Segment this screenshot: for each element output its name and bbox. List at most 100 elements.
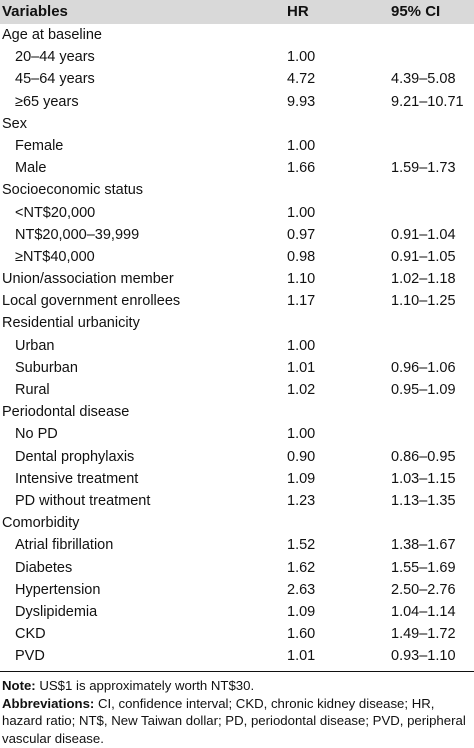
table-row: Diabetes 1.62 1.55–1.69 [0,557,474,579]
row-hr: 1.00 [287,426,316,443]
table-row: Intensive treatment 1.09 1.03–1.15 [0,468,474,490]
row-ci: 1.59–1.73 [391,160,456,177]
row-variable: Union/association member [2,271,174,288]
row-ci: 1.10–1.25 [391,293,456,310]
table-header: Variables HR 95% CI [0,0,474,24]
row-variable: Female [15,137,64,154]
note-label: Note: [2,678,36,693]
row-hr: 1.00 [287,137,316,154]
row-variable: No PD [15,426,58,443]
row-ci: 2.50–2.76 [391,581,456,598]
row-variable: Dyslipidemia [15,603,98,620]
row-variable: PVD [15,648,45,665]
row-hr: 0.90 [287,448,316,465]
row-hr: 1.62 [287,559,316,576]
table-row: PD without treatment 1.23 1.13–1.35 [0,490,474,512]
row-variable: Residential urbanicity [2,315,140,332]
row-variable: Diabetes [15,559,73,576]
row-hr: 1.66 [287,160,316,177]
row-variable: Atrial fibrillation [15,537,114,554]
row-ci: 4.39–5.08 [391,71,456,88]
table-row: Local government enrollees 1.17 1.10–1.25 [0,290,474,312]
abbreviations-line: Abbreviations: CI, confidence interval; … [2,695,474,748]
abbreviations-text: CI, confidence interval; CKD, chronic ki… [2,695,466,746]
header-hr: HR [287,3,309,20]
table-row: Atrial fibrillation 1.52 1.38–1.67 [0,534,474,556]
table-row: Urban 1.00 [0,335,474,357]
row-ci: 0.86–0.95 [391,448,456,465]
note-line: Note: US$1 is approximately worth NT$30. [2,677,474,695]
table-row: Male 1.66 1.59–1.73 [0,157,474,179]
row-ci: 0.95–1.09 [391,382,456,398]
row-variable: PD without treatment [15,492,151,509]
row-ci: 1.02–1.18 [391,271,456,288]
header-variables: Variables [2,3,68,20]
row-hr: 9.93 [287,93,316,110]
header-ci: 95% CI [391,3,441,20]
row-variable: Urban [15,337,55,354]
row-variable: ≥NT$40,000 [15,248,95,265]
row-hr: 1.01 [287,648,316,665]
row-ci: 0.91–1.04 [391,226,456,243]
table-row: 20–44 years 1.00 [0,46,474,68]
table-row: Dental prophylaxis 0.90 0.86–0.95 [0,446,474,468]
table-body: Age at baseline 20–44 years 1.00 45–64 year… [0,24,474,667]
row-hr: 2.63 [287,581,316,598]
row-hr: 1.00 [287,337,316,354]
row-variable: CKD [15,626,46,643]
table-row: ≥65 years 9.93 9.21–10.71 [0,91,474,113]
row-ci: 9.21–10.71 [391,93,464,110]
table-row: No PD 1.00 [0,423,474,445]
row-variable: Intensive treatment [15,470,139,487]
row-ci: 1.13–1.35 [391,492,456,509]
table-row: Comorbidity [0,512,474,534]
table-row: Socioeconomic status [0,179,474,201]
row-hr: 1.10 [287,271,316,288]
row-hr: 0.98 [287,248,316,265]
row-hr: 1.60 [287,626,316,643]
table-row: Residential urbanicity [0,312,474,334]
abbreviations-label: Abbreviations: [2,695,95,711]
row-hr: 1.09 [287,603,316,620]
row-ci: 0.93–1.10 [391,648,456,665]
table-row: CKD 1.60 1.49–1.72 [0,623,474,645]
row-hr: 1.09 [287,470,316,487]
row-variable: Rural [15,382,50,398]
row-variable: Comorbidity [2,515,80,532]
row-hr: 0.97 [287,226,316,243]
row-ci: 0.91–1.05 [391,248,456,265]
table-row: Suburban 1.01 0.96–1.06 [0,357,474,379]
row-variable: NT$20,000–39,999 [15,226,140,243]
table-notes: Note: US$1 is approximately worth NT$30.… [2,677,474,747]
hazard-ratio-table: Variables HR 95% CI Age at baseline 20–44… [0,0,474,667]
table-row: 45–64 years 4.72 4.39–5.08 [0,68,474,90]
row-ci: 1.49–1.72 [391,626,456,643]
row-variable: Age at baseline [2,27,102,43]
table-row: PVD 1.01 0.93–1.10 [0,645,474,667]
row-variable: 45–64 years [15,71,95,88]
row-variable: Socioeconomic status [2,182,144,199]
row-variable: 20–44 years [15,49,95,66]
row-variable: Sex [2,115,27,132]
row-hr: 1.17 [287,293,316,310]
table-row: Periodontal disease [0,401,474,423]
table-row: Dyslipidemia 1.09 1.04–1.14 [0,601,474,623]
table-row: Sex [0,113,474,135]
row-hr: 1.01 [287,359,316,376]
table-row: Female 1.00 [0,135,474,157]
row-hr: 1.00 [287,204,316,221]
row-variable: Local government enrollees [2,293,181,310]
row-ci: 1.04–1.14 [391,603,456,620]
row-variable: Dental prophylaxis [15,448,135,465]
table-row: Hypertension 2.63 2.50–2.76 [0,579,474,601]
table-row: Union/association member 1.10 1.02–1.18 [0,268,474,290]
row-hr: 1.00 [287,49,316,66]
row-variable: <NT$20,000 [15,204,96,221]
row-hr: 4.72 [287,71,316,88]
table-row: ≥NT$40,000 0.98 0.91–1.05 [0,246,474,268]
row-ci: 1.38–1.67 [391,537,456,554]
note-text: US$1 is approximately worth NT$30. [35,678,255,693]
row-ci: 1.03–1.15 [391,470,456,487]
table-row: Age at baseline [0,24,474,46]
row-variable: Male [15,160,47,177]
